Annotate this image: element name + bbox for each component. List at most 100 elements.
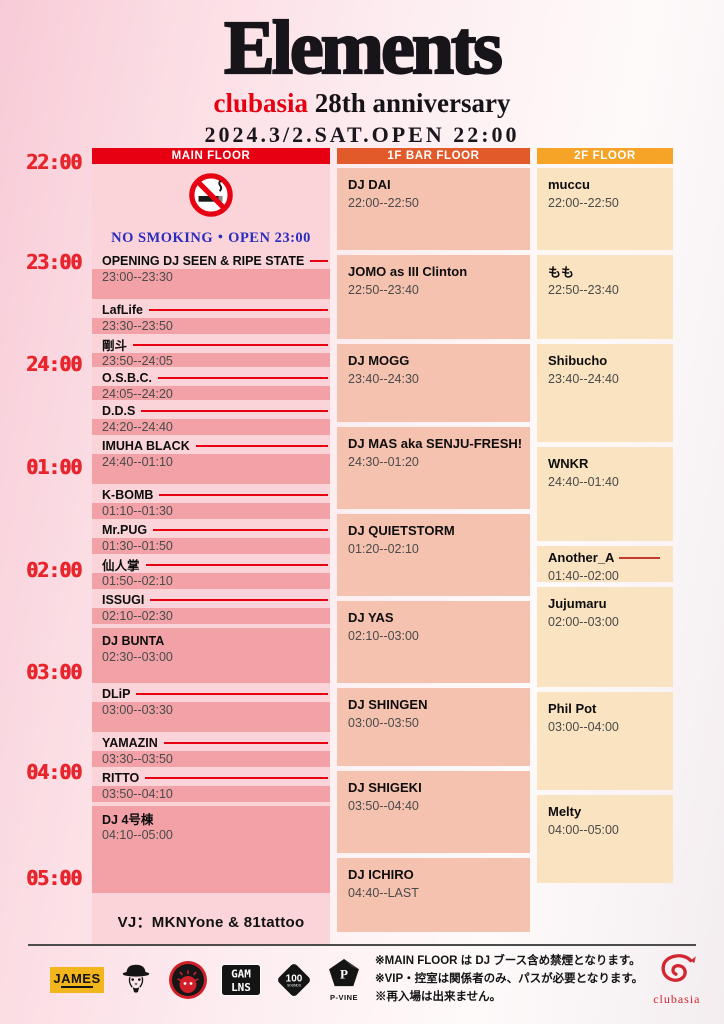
set-time: 24:30--01:20 xyxy=(348,455,419,469)
artist-name: ISSUGI xyxy=(102,592,145,607)
hundred-sounds-number: 100 xyxy=(286,973,303,984)
flyer-footer: JAMES xyxy=(28,944,700,1007)
slot-name-row: Melty xyxy=(548,804,662,819)
timetable-slot: YAMAZIN 03:30--03:50 xyxy=(92,736,330,767)
timetable-slot: DJ 4号棟 04:10--05:00 xyxy=(92,806,330,893)
slot-name-row: ISSUGI xyxy=(92,592,330,607)
timetable-slot: Jujumaru 02:00--03:00 xyxy=(537,587,673,687)
set-time: 23:00--23:30 xyxy=(102,270,173,284)
set-time: 01:30--01:50 xyxy=(102,539,173,553)
set-time: 03:00--03:50 xyxy=(348,716,419,730)
hundred-sounds-word: SOUNDS xyxy=(287,984,301,988)
pvine-logo-letter: P xyxy=(340,966,348,981)
artist-name: DLiP xyxy=(102,686,131,701)
slot-name-row: muccu xyxy=(548,177,662,192)
time-marker: 01:00 xyxy=(26,455,82,479)
artist-name: DJ ICHIRO xyxy=(348,867,414,882)
timetable-slot: Melty 04:00--05:00 xyxy=(537,795,673,883)
timetable-slot: DJ SHIGEKI 03:50--04:40 xyxy=(337,771,530,853)
james-logo-text: JAMES xyxy=(53,971,101,986)
pvine-logo-mark: P xyxy=(329,958,359,986)
main-floor-column: MAIN FLOOR NO SMOKING・OPEN 23:00 xyxy=(92,148,330,946)
footer-note: ※MAIN FLOOR は DJ ブース含め禁煙となります。 xyxy=(375,955,641,968)
set-time: 22:00--22:50 xyxy=(348,196,419,210)
main-floor-header: MAIN FLOOR xyxy=(92,148,330,164)
grid-logo-bottom-text: LNS xyxy=(231,981,251,994)
artist-name: DJ BUNTA xyxy=(102,633,165,648)
slot-name-row: RITTO xyxy=(92,771,330,785)
artist-name: D.D.S xyxy=(102,403,136,418)
time-marker: 23:00 xyxy=(26,250,82,274)
slot-time-block: DJ DAI 22:00--22:50 xyxy=(337,168,530,250)
slot-name-row: K-BOMB xyxy=(92,488,330,502)
timetable-slot: DLiP 03:00--03:30 xyxy=(92,687,330,732)
pvine-logo-label: P-VINE xyxy=(329,992,358,1002)
main-floor-slots: OPENING DJ SEEN & RIPE STATE 23:00--23:3… xyxy=(92,254,330,893)
artist-name: Jujumaru xyxy=(548,596,607,611)
footer-notes: ※MAIN FLOOR は DJ ブース含め禁煙となります。 ※VIP・控室は関… xyxy=(375,953,643,1006)
slot-time-block: 24:40--01:10 xyxy=(92,454,330,484)
slot-name-row: IMUHA BLACK xyxy=(92,439,330,453)
artist-name: JOMO as III Clinton xyxy=(348,264,468,279)
timetable-slot: O.S.B.C. 24:05--24:20 xyxy=(92,371,330,400)
timetable-slot: RITTO 03:50--04:10 xyxy=(92,771,330,802)
slot-name-row: JOMO as III Clinton xyxy=(348,264,519,279)
timetable-slot: Shibucho 23:40--24:40 xyxy=(537,344,673,442)
set-time: 22:50--23:40 xyxy=(548,283,619,297)
slot-name-row: DJ DAI xyxy=(348,177,519,192)
slot-divider-line xyxy=(133,343,328,346)
slot-time-block: 23:00--23:30 xyxy=(92,269,330,299)
timetable-slot: DJ MAS aka SENJU-FRESH! 24:30--01:20 xyxy=(337,427,530,509)
slot-time-block: 02:30--03:00 xyxy=(92,649,330,679)
bar-floor-body: DJ DAI 22:00--22:50 JOMO as III Clinton … xyxy=(337,164,530,932)
timetable-slot: DJ YAS 02:10--03:00 xyxy=(337,601,530,683)
slot-name-row: DJ ICHIRO xyxy=(348,867,519,882)
artist-name: もも xyxy=(548,265,575,280)
artist-name: LafLife xyxy=(102,302,143,317)
grid-logo-top-text: GAM xyxy=(231,968,251,981)
footer-note: ※再入場は出来ません。 xyxy=(375,990,502,1003)
venue-name: clubasia xyxy=(213,87,309,118)
timetable-slot: Phil Pot 03:00--04:00 xyxy=(537,692,673,790)
slot-time-block: Melty 04:00--05:00 xyxy=(537,795,673,883)
slot-divider-line xyxy=(153,528,328,531)
slot-name-row: WNKR xyxy=(548,456,662,471)
slot-name-row: Mr.PUG xyxy=(92,523,330,537)
slot-divider-line xyxy=(145,563,328,566)
slot-divider-line xyxy=(619,556,660,559)
slot-divider-line xyxy=(148,308,328,311)
set-time: 04:10--05:00 xyxy=(102,828,173,842)
clubasia-logo: clubasia xyxy=(653,953,700,1007)
timetable-slot: もも 22:50--23:40 xyxy=(537,255,673,339)
slot-time-block: DJ MOGG 23:40--24:30 xyxy=(337,344,530,422)
slot-name-row: DJ MOGG xyxy=(348,353,519,368)
artist-name: O.S.B.C. xyxy=(102,370,153,385)
artist-name: muccu xyxy=(548,177,590,192)
slot-name-row: Shibucho xyxy=(548,353,662,368)
event-date: 2024.3/2.SAT.OPEN 22:00 xyxy=(204,121,520,147)
slot-time-block: DJ ICHIRO 04:40--LAST xyxy=(337,858,530,932)
slot-time-block: Shibucho 23:40--24:40 xyxy=(537,344,673,442)
slot-time-block: DJ YAS 02:10--03:00 xyxy=(337,601,530,683)
timetable-slot: DJ BUNTA 02:30--03:00 xyxy=(92,628,330,683)
slot-divider-line xyxy=(136,692,328,695)
slot-name-row: DJ BUNTA xyxy=(92,633,330,648)
bar-floor-header: 1F BAR FLOOR xyxy=(337,148,530,164)
second-floor-header: 2F FLOOR xyxy=(537,148,673,164)
set-time: 24:20--24:40 xyxy=(102,420,173,434)
slot-name-row: DJ MAS aka SENJU-FRESH! xyxy=(348,436,522,451)
slot-divider-line xyxy=(159,493,328,496)
timetable-slot: DJ ICHIRO 04:40--LAST xyxy=(337,858,530,932)
timetable-slot: 仙人掌 01:50--02:10 xyxy=(92,558,330,589)
slot-time-block: もも 22:50--23:40 xyxy=(537,255,673,339)
hundred-sounds-logo: 100 SOUNDS xyxy=(278,964,310,996)
slot-time-block: WNKR 24:40--01:40 xyxy=(537,447,673,541)
artist-name: 仙人掌 xyxy=(102,559,140,573)
slot-time-block: 23:50--24:05 xyxy=(92,353,330,367)
timetable-slot: ISSUGI 02:10--02:30 xyxy=(92,593,330,624)
slot-divider-line xyxy=(145,776,328,779)
artist-name: 剛斗 xyxy=(102,339,128,353)
set-time: 03:00--03:30 xyxy=(102,703,173,717)
slot-name-row: LafLife xyxy=(92,302,330,317)
